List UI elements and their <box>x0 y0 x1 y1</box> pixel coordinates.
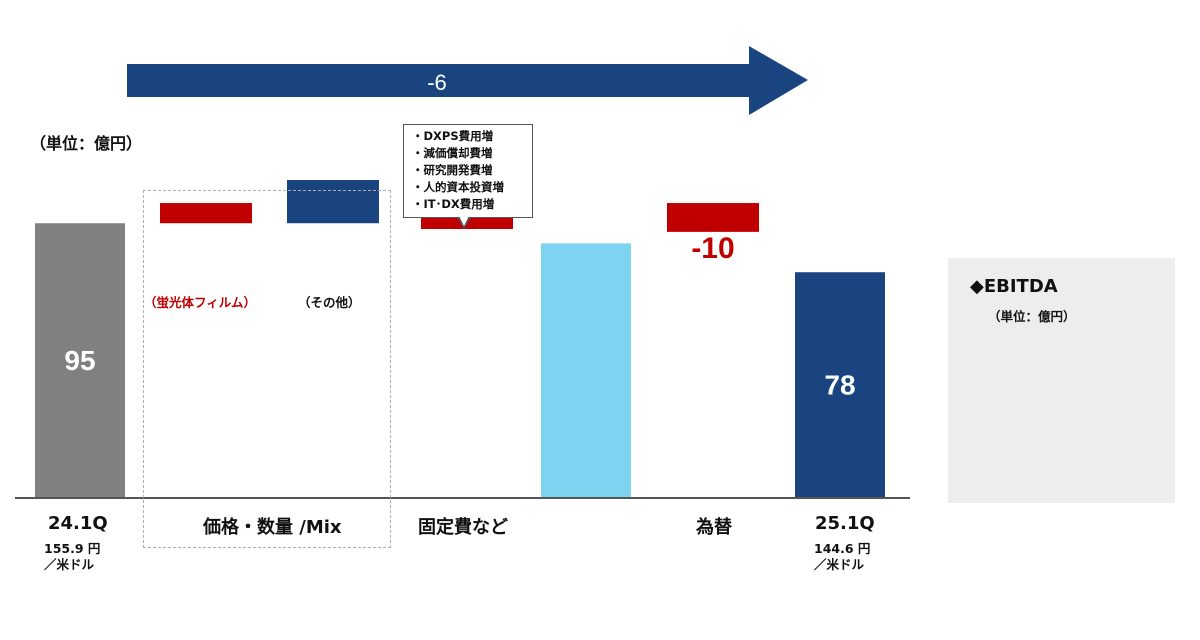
phosphor-film-note: （蛍光体フィルム） <box>144 295 257 310</box>
category-label-price: 価格・数量 /Mix <box>203 517 342 538</box>
callout-item: ・減価償却費増 <box>412 146 493 160</box>
waterfall-bar-2 <box>287 180 379 224</box>
fx-rate-end-unit: ／米ドル <box>814 557 865 572</box>
fx-rate-end: 144.6 円 ／米ドル <box>814 541 870 573</box>
waterfall-bar-6 <box>795 272 885 497</box>
waterfall-bar-1 <box>160 203 252 224</box>
total-change-arrow <box>127 46 808 115</box>
ebitda-inset-panel <box>948 258 1175 503</box>
category-label-fx: 為替 <box>696 517 732 538</box>
price-volume-group-box <box>143 190 391 548</box>
ebitda-title: ◆EBITDA <box>970 276 1058 297</box>
fx-rate-start-value: 155.9 円 <box>44 541 101 556</box>
callout-item: ・研究開発費増 <box>412 163 493 177</box>
other-note: （その他） <box>298 295 361 310</box>
unit-label: （単位：億円） <box>30 134 143 153</box>
category-label-start: 24.1Q <box>48 513 108 534</box>
waterfall-bar-0 <box>35 223 125 497</box>
arrow-label: -6 <box>427 70 447 95</box>
waterfall-data-label-0: 95 <box>64 345 95 376</box>
category-label-fixed: 固定費など <box>418 517 508 538</box>
fixed-cost-callout: ・DXPS費用増 ・減価償却費増 ・研究開発費増 ・人的資本投資増 ・IT･DX… <box>403 124 533 218</box>
callout-item: ・DXPS費用増 <box>412 129 494 143</box>
callout-tail-fill <box>459 216 469 226</box>
waterfall-data-label-5: -10 <box>691 232 734 265</box>
waterfall-bar-5 <box>667 203 759 232</box>
waterfall-bar-4 <box>541 243 631 497</box>
callout-item: ・人的資本投資増 <box>412 180 504 194</box>
fx-rate-end-value: 144.6 円 <box>814 541 871 556</box>
ebitda-unit-label: （単位：億円） <box>988 309 1076 324</box>
callout-item: ・IT･DX費用増 <box>412 197 495 211</box>
category-label-end: 25.1Q <box>815 513 875 534</box>
fx-rate-start: 155.9 円 ／米ドル <box>44 541 100 573</box>
waterfall-data-label-6: 78 <box>824 370 855 401</box>
fx-rate-start-unit: ／米ドル <box>44 557 95 572</box>
